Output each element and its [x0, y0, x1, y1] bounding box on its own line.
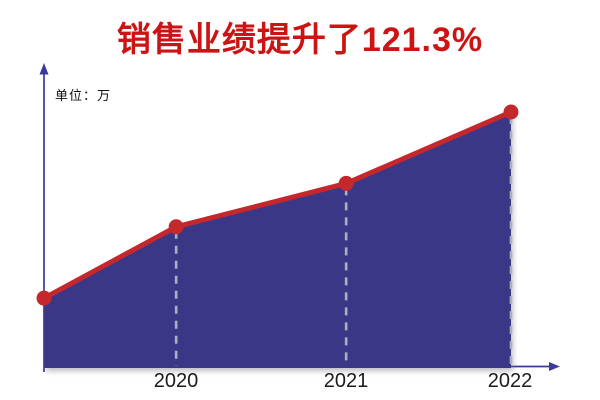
data-point-marker [168, 219, 184, 235]
data-point-marker [36, 290, 52, 306]
area-fill [44, 112, 511, 368]
x-axis-arrow-icon [549, 362, 560, 371]
plot-area [36, 104, 519, 368]
x-axis-label-2020: 2020 [153, 370, 199, 392]
data-point-marker [338, 175, 354, 191]
trend-line [41, 109, 514, 301]
y-axis-unit-label: 单位：万 [55, 88, 112, 103]
x-axis-label-2022: 2022 [487, 370, 533, 392]
chart-title: 销售业绩提升了121.3% [116, 21, 484, 59]
y-axis-arrow-icon [39, 63, 49, 75]
data-point-marker [503, 104, 519, 120]
x-axis-label-2021: 2021 [323, 370, 369, 392]
